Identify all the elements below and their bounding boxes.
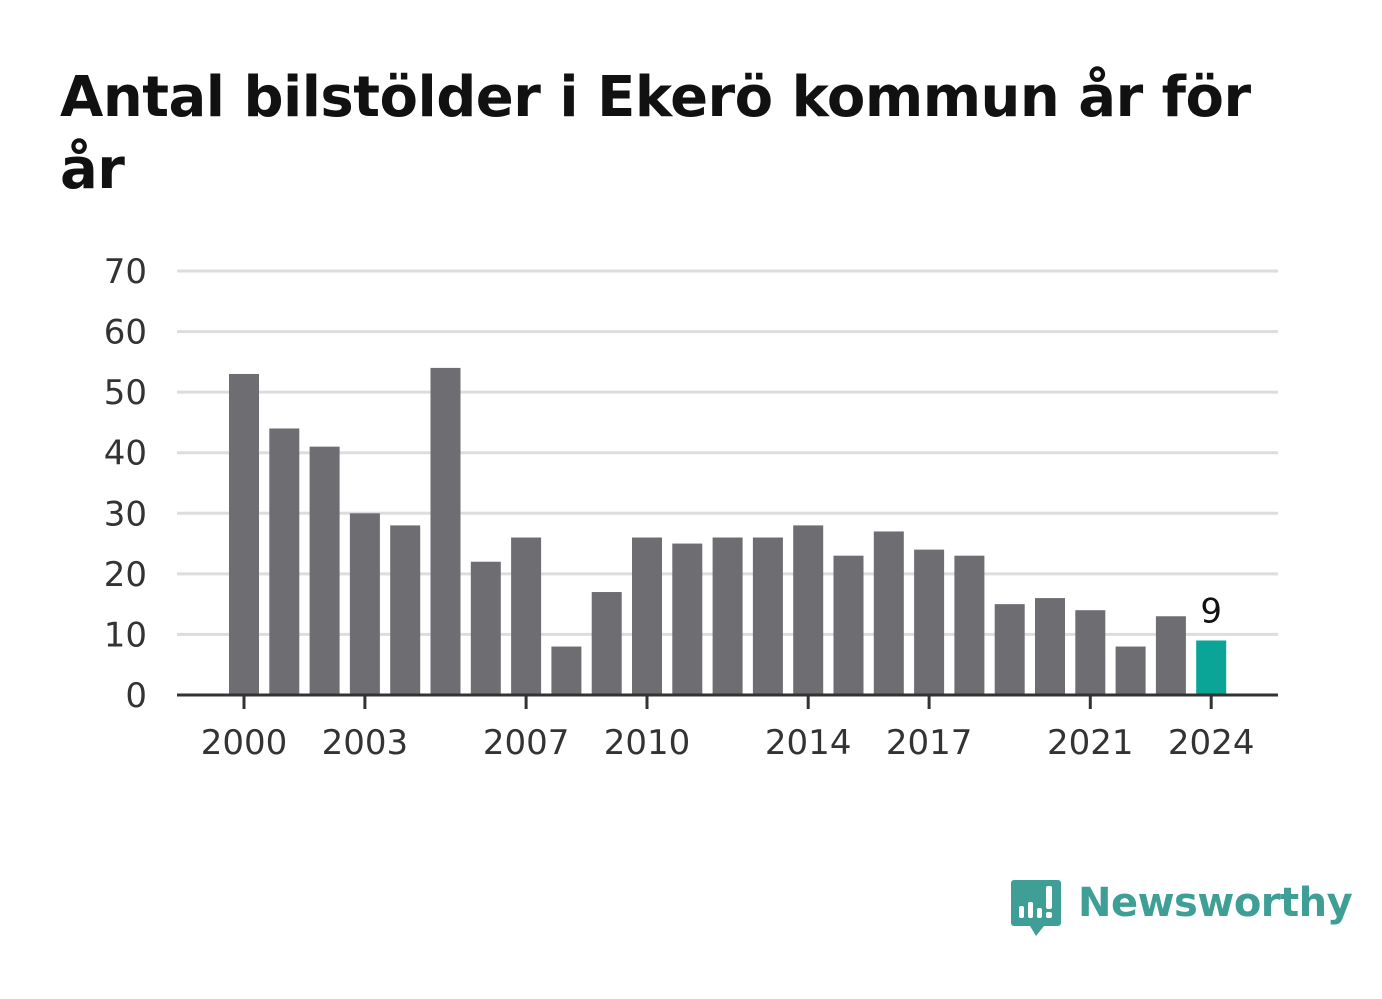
bar-2012 xyxy=(712,537,743,695)
bar-2008 xyxy=(551,646,582,695)
y-tick-label-30: 30 xyxy=(104,494,147,534)
bar-2000 xyxy=(229,373,259,695)
x-tick-label-2017: 2017 xyxy=(886,723,973,763)
y-tick-label-10: 10 xyxy=(104,615,147,655)
chart-title: Antal bilstölder i Ekerö kommun år för å… xyxy=(60,65,1251,202)
bar-2015 xyxy=(833,555,864,695)
bar-2009 xyxy=(591,592,622,695)
bar-2007 xyxy=(511,537,542,695)
bar-2023 xyxy=(1155,616,1186,695)
bar-2011 xyxy=(672,543,703,695)
x-tick-label-2014: 2014 xyxy=(765,723,852,763)
x-axis-ticks: 2000 2003 2007 2010 2014 2017 2021 2024 xyxy=(201,695,1255,763)
y-tick-label-50: 50 xyxy=(104,373,147,413)
bar-2014 xyxy=(793,525,824,695)
y-tick-label-40: 40 xyxy=(104,434,147,474)
bars xyxy=(229,367,1227,695)
x-tick-label-2024: 2024 xyxy=(1168,723,1255,763)
bar-2016 xyxy=(873,531,904,695)
newsworthy-logo-icon xyxy=(1011,880,1061,936)
bar-2019 xyxy=(994,604,1025,695)
bar-2013 xyxy=(752,537,783,695)
y-tick-label-70: 70 xyxy=(104,252,147,292)
y-tick-label-60: 60 xyxy=(104,313,147,353)
y-tick-label-20: 20 xyxy=(104,555,147,595)
x-tick-label-2021: 2021 xyxy=(1047,723,1134,763)
bar-2006 xyxy=(470,561,501,695)
bar-2002 xyxy=(309,446,340,695)
data-labels: 9 xyxy=(1200,591,1222,631)
brand-logo: Newsworthy xyxy=(1010,878,1353,940)
y-tick-label-0: 0 xyxy=(125,676,147,716)
x-tick-label-2003: 2003 xyxy=(322,723,409,763)
bar-2020 xyxy=(1035,598,1065,695)
bar-2022 xyxy=(1115,646,1146,695)
bar-2018 xyxy=(954,555,985,695)
x-tick-label-2010: 2010 xyxy=(604,723,691,763)
data-label-2024: 9 xyxy=(1200,591,1222,631)
bar-2024 xyxy=(1196,640,1227,695)
y-axis-tick-labels: 0 10 20 30 40 50 60 70 xyxy=(104,252,147,716)
bar-2005 xyxy=(430,367,461,695)
bar-2021 xyxy=(1075,610,1106,695)
bar-2017 xyxy=(914,549,945,695)
x-tick-label-2007: 2007 xyxy=(483,723,570,763)
bar-2004 xyxy=(390,525,421,695)
x-tick-label-2000: 2000 xyxy=(201,723,288,763)
brand-name: Newsworthy xyxy=(1078,880,1353,926)
bar-2001 xyxy=(269,428,300,695)
bar-2010 xyxy=(632,537,662,695)
bar-2003 xyxy=(349,513,380,695)
